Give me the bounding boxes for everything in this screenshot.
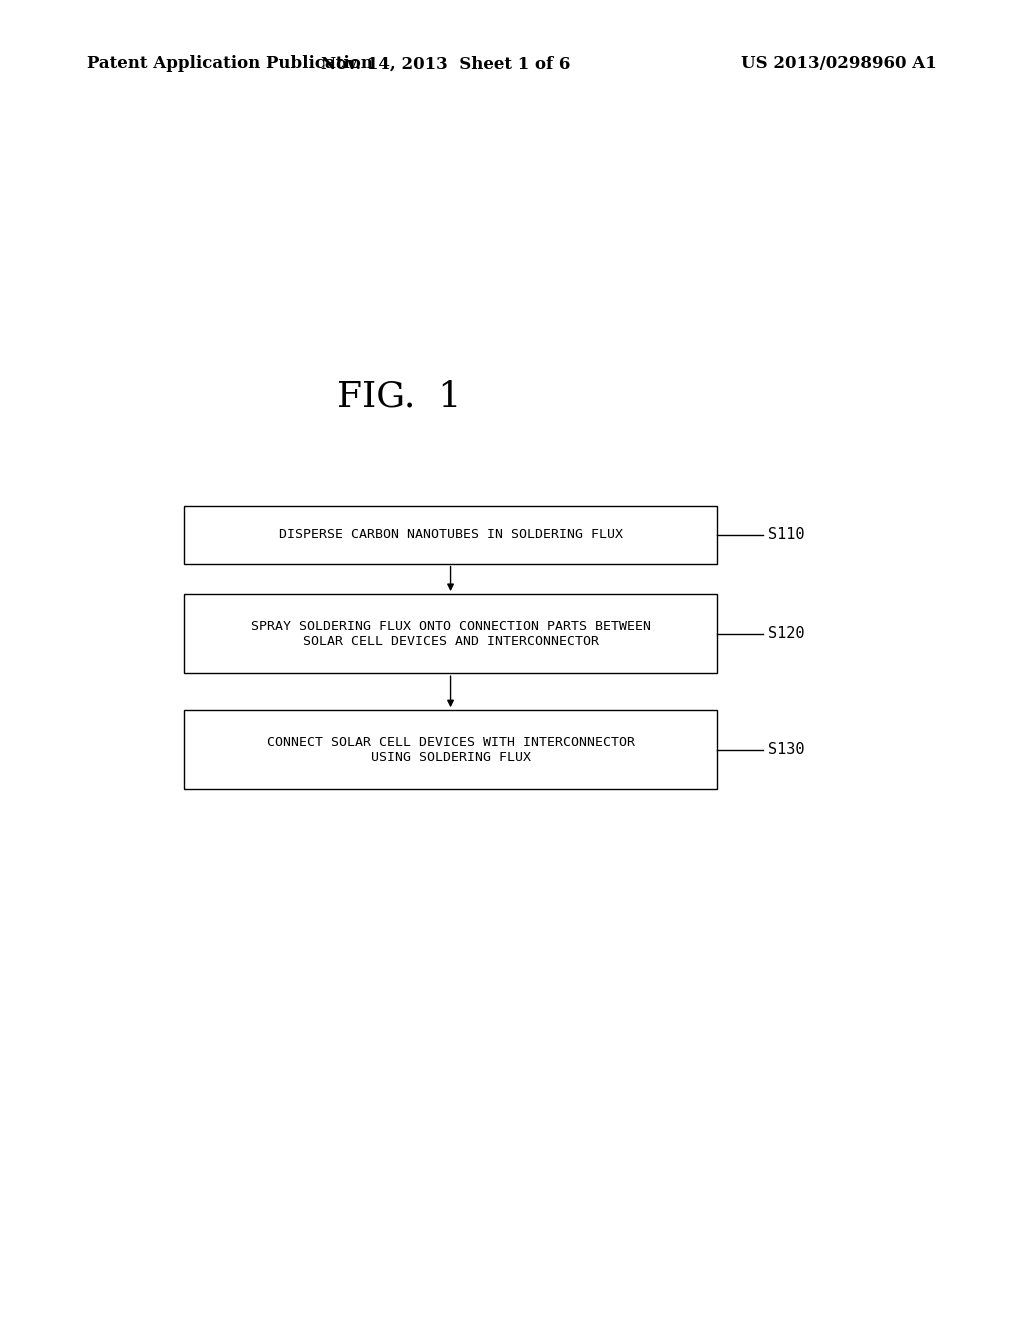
Text: S120: S120: [768, 626, 805, 642]
Text: SPRAY SOLDERING FLUX ONTO CONNECTION PARTS BETWEEN
SOLAR CELL DEVICES AND INTERC: SPRAY SOLDERING FLUX ONTO CONNECTION PAR…: [251, 619, 650, 648]
Text: DISPERSE CARBON NANOTUBES IN SOLDERING FLUX: DISPERSE CARBON NANOTUBES IN SOLDERING F…: [279, 528, 623, 541]
Text: US 2013/0298960 A1: US 2013/0298960 A1: [741, 55, 937, 73]
FancyBboxPatch shape: [184, 506, 717, 564]
Text: S130: S130: [768, 742, 805, 758]
Text: Patent Application Publication: Patent Application Publication: [87, 55, 373, 73]
FancyBboxPatch shape: [184, 594, 717, 673]
Text: CONNECT SOLAR CELL DEVICES WITH INTERCONNECTOR
USING SOLDERING FLUX: CONNECT SOLAR CELL DEVICES WITH INTERCON…: [266, 735, 635, 764]
Text: Nov. 14, 2013  Sheet 1 of 6: Nov. 14, 2013 Sheet 1 of 6: [321, 55, 570, 73]
FancyBboxPatch shape: [184, 710, 717, 789]
Text: FIG.  1: FIG. 1: [337, 379, 462, 413]
Text: S110: S110: [768, 527, 805, 543]
